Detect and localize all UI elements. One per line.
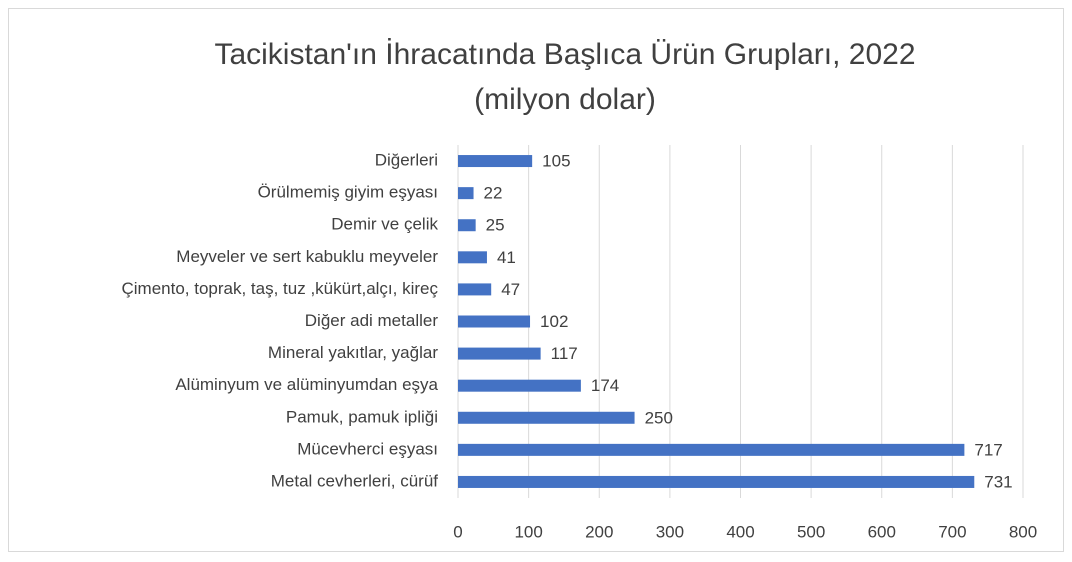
data-label: 731	[984, 472, 1012, 491]
bar	[458, 315, 531, 328]
bar	[458, 379, 581, 392]
y-tick-label: Çimento, toprak, taş, tuz ,kükürt,alçı, …	[121, 279, 438, 298]
data-label: 117	[551, 344, 578, 363]
y-tick-label: Örülmemiş giyim eşyası	[258, 183, 438, 202]
data-label: 22	[484, 184, 503, 203]
y-tick-label: Demir ve çelik	[331, 215, 438, 234]
chart-title: Tacikistan'ın İhracatında Başlıca Ürün G…	[214, 38, 915, 71]
bar	[458, 187, 474, 200]
y-tick-label: Meyveler ve sert kabuklu meyveler	[176, 247, 438, 266]
x-tick-label: 400	[726, 522, 754, 541]
data-label: 174	[591, 376, 619, 395]
bar	[458, 475, 975, 488]
x-tick-label: 800	[1009, 522, 1037, 541]
y-tick-label: Diğerleri	[375, 151, 438, 170]
data-label: 250	[645, 408, 673, 427]
bar	[458, 155, 533, 168]
y-tick-label: Mücevherci eşyası	[297, 439, 438, 458]
bar	[458, 219, 476, 232]
x-tick-label: 700	[938, 522, 966, 541]
x-tick-label: 200	[585, 522, 613, 541]
x-tick-label: 100	[514, 522, 542, 541]
y-tick-label: Alüminyum ve alüminyumdan eşya	[175, 375, 438, 394]
bar	[458, 283, 492, 296]
data-label: 47	[501, 280, 520, 299]
chart-title: (milyon dolar)	[474, 83, 656, 116]
data-label: 717	[974, 440, 1002, 459]
x-tick-label: 600	[868, 522, 896, 541]
chart-border	[8, 8, 1064, 552]
x-tick-label: 0	[453, 522, 462, 541]
data-label: 41	[497, 248, 516, 267]
x-tick-label: 300	[656, 522, 684, 541]
bar	[458, 347, 541, 360]
bar	[458, 411, 635, 424]
y-tick-label: Pamuk, pamuk ipliği	[286, 407, 438, 426]
x-tick-label: 500	[797, 522, 825, 541]
y-tick-label: Mineral yakıtlar, yağlar	[268, 343, 438, 362]
y-tick-label: Metal cevherleri, cürüf	[271, 471, 439, 490]
bar	[458, 443, 965, 456]
data-label: 25	[486, 216, 505, 235]
data-label: 105	[542, 152, 570, 171]
data-label: 102	[540, 312, 568, 331]
bar	[458, 251, 487, 264]
y-tick-label: Diğer adi metaller	[305, 311, 439, 330]
